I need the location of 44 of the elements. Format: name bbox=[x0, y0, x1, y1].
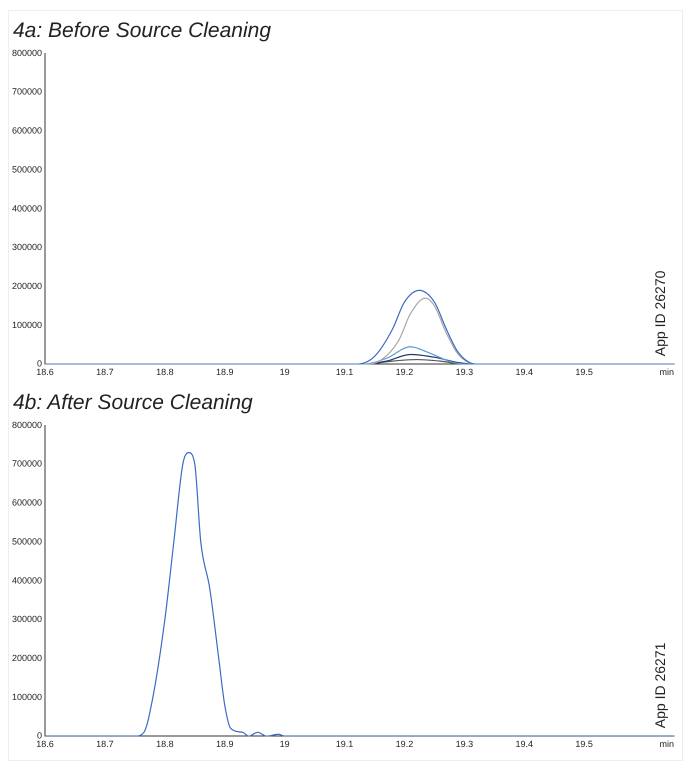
y-tick-label: 0 bbox=[37, 358, 42, 369]
y-tick-label: 100000 bbox=[12, 692, 42, 702]
annotation: App ID 26270 bbox=[652, 270, 668, 356]
y-tick-label: 600000 bbox=[12, 126, 42, 136]
x-tick-label: 18.8 bbox=[156, 739, 174, 750]
y-tick-label: 600000 bbox=[12, 498, 42, 508]
x-tick-label: 19 bbox=[280, 367, 290, 378]
y-tick-label: 200000 bbox=[12, 280, 42, 291]
x-tick-label: 18.7 bbox=[96, 367, 114, 378]
chart-title: 4a: Before Source Cleaning bbox=[12, 18, 272, 44]
x-tick-label: 18.9 bbox=[216, 367, 234, 378]
x-tick-label: 19 bbox=[280, 739, 290, 750]
y-tick-label: 0 bbox=[37, 730, 42, 741]
y-tick-label: 200000 bbox=[12, 652, 42, 663]
x-tick-label: 18.6 bbox=[36, 739, 54, 750]
x-tick-label: 19.4 bbox=[515, 367, 534, 378]
x-tick-label: 19.1 bbox=[336, 367, 354, 378]
x-tick-label: 19.1 bbox=[336, 739, 354, 750]
y-tick-label: 700000 bbox=[12, 458, 42, 469]
x-tick-label: 19.5 bbox=[575, 739, 593, 750]
x-tick-label: 19.5 bbox=[575, 367, 593, 378]
x-tick-label: 18.9 bbox=[216, 739, 234, 750]
x-axis-title: min bbox=[659, 367, 674, 378]
y-tick-label: 500000 bbox=[12, 536, 42, 546]
chart-title: 4b: After Source Cleaning bbox=[12, 390, 254, 416]
y-tick-label: 300000 bbox=[12, 242, 42, 252]
annotation: App ID 26271 bbox=[652, 642, 668, 728]
x-tick-label: 18.7 bbox=[96, 739, 114, 750]
x-tick-label: 19.3 bbox=[456, 739, 474, 750]
y-tick-label: 400000 bbox=[12, 575, 42, 586]
x-tick-label: 18.6 bbox=[36, 367, 54, 378]
y-tick-label: 700000 bbox=[12, 86, 42, 97]
x-tick-label: 19.2 bbox=[396, 739, 414, 750]
y-tick-label: 300000 bbox=[12, 614, 42, 624]
x-axis-title: min bbox=[659, 739, 674, 750]
y-tick-label: 500000 bbox=[12, 164, 42, 174]
x-tick-label: 18.8 bbox=[156, 367, 174, 378]
y-tick-label: 800000 bbox=[12, 420, 42, 430]
y-tick-label: 400000 bbox=[12, 203, 42, 214]
y-tick-label: 800000 bbox=[12, 48, 42, 58]
x-tick-label: 19.2 bbox=[396, 367, 414, 378]
x-tick-label: 19.3 bbox=[456, 367, 474, 378]
y-tick-label: 100000 bbox=[12, 320, 42, 330]
x-tick-label: 19.4 bbox=[515, 739, 534, 750]
